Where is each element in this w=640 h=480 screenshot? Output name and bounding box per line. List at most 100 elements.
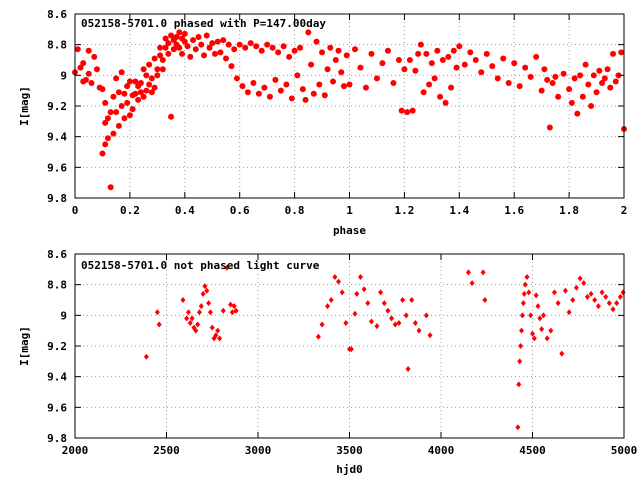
phased-data-point [384,47,391,54]
phased-data-point [168,32,175,39]
phased-data-point [255,90,262,97]
unphased-x-axis-label: hjd0 [336,463,363,476]
phased-data-point [321,92,328,99]
phased-data-point [104,115,111,122]
unphased-data-point [526,289,532,296]
phased-data-point [214,38,221,45]
unphased-data-point [198,303,204,310]
unphased-data-point [156,321,162,328]
unphased-data-point [614,300,620,307]
phased-data-points [72,29,627,191]
unphased-data-point [528,312,534,319]
phased-data-point [341,83,348,90]
phased-data-point [500,55,507,62]
phased-data-point [585,81,592,88]
unphased-data-point [517,358,523,365]
phased-data-point [546,124,553,131]
phased-data-point [319,49,326,56]
phased-x-tick-label: 0.2 [120,204,140,217]
phased-y-tick-label: 8.8 [47,39,67,52]
phased-data-point [82,76,89,83]
unphased-data-point [217,335,223,342]
unphased-x-tick-label: 3500 [336,444,363,457]
unphased-data-point [562,287,568,294]
unphased-data-point [231,303,237,310]
phased-data-point [132,90,139,97]
unphased-data-point [427,332,433,339]
phased-data-point [426,81,433,88]
unphased-data-point [617,293,623,300]
phased-data-point [288,95,295,102]
unphased-data-point [339,289,345,296]
phased-data-point [179,50,186,57]
phased-data-point [228,63,235,70]
unphased-data-point [332,274,338,280]
unphased-data-point [409,297,415,303]
phased-data-point [157,52,164,59]
phased-data-point [184,43,191,50]
phased-data-point [222,55,229,62]
unphased-y-tick-label: 8.6 [47,248,67,261]
unphased-chart-title: 052158-5701.0 not phased light curve [81,259,320,272]
phased-y-tick-label: 8.6 [47,8,67,21]
phased-data-point [335,47,342,54]
phased-data-point [233,75,240,82]
phased-data-point [310,90,317,97]
phased-data-point [552,73,559,80]
phased-data-point [151,84,158,91]
phased-data-point [453,64,460,71]
phased-gridlines [75,14,624,198]
phased-data-point [159,57,166,63]
unphased-data-point [365,300,371,307]
phased-data-point [157,44,164,51]
phased-data-point [132,78,139,85]
phased-data-point [308,61,315,68]
unphased-gridlines [75,254,624,438]
phased-data-point [242,44,249,51]
phased-data-point [143,87,150,94]
phased-data-point [544,76,551,83]
phased-data-point [121,115,128,122]
phased-data-point [417,41,424,48]
phased-data-point [159,66,166,73]
phased-data-point [448,84,455,91]
unphased-light-curve-panel: 2000 2500 3000 3500 4000 4500 5000 8.6 8.8 9 9.2 9.… [18,248,637,476]
phased-data-point [450,47,457,54]
phased-data-point [428,60,435,67]
phased-data-point [588,103,595,109]
unphased-data-point [357,274,363,280]
phased-data-point [593,89,600,96]
phased-y-tick-label: 9 [60,69,67,82]
phased-data-point [596,67,603,74]
phased-data-point [115,89,122,96]
unphased-data-point [584,293,590,300]
phased-y-tick-label: 9.4 [47,131,67,144]
unphased-data-point [469,280,475,287]
unphased-data-point [400,297,406,303]
phased-data-point [124,99,131,106]
phased-data-point [146,61,153,68]
phased-data-point [99,150,106,157]
phased-data-point [239,83,246,90]
phased-data-point [137,80,144,86]
phased-data-point [168,113,175,120]
unphased-data-point [185,309,191,316]
phased-data-point [126,112,133,119]
unphased-x-tick-label: 3000 [245,444,272,457]
phased-data-point [231,46,238,53]
phased-data-point [203,32,210,39]
unphased-data-point [559,350,565,357]
unphased-data-point [620,289,626,296]
phased-data-point [412,67,419,74]
unphased-data-point [603,293,609,300]
phased-data-point [148,89,155,96]
unphased-data-point [539,326,545,333]
unphased-data-point [412,320,418,326]
phased-y-tick-label: 9.2 [47,100,67,113]
phased-data-point [612,78,619,85]
phased-data-point [176,29,183,36]
phased-data-point [286,53,293,60]
unphased-data-point [610,306,616,313]
phased-data-point [316,81,323,88]
